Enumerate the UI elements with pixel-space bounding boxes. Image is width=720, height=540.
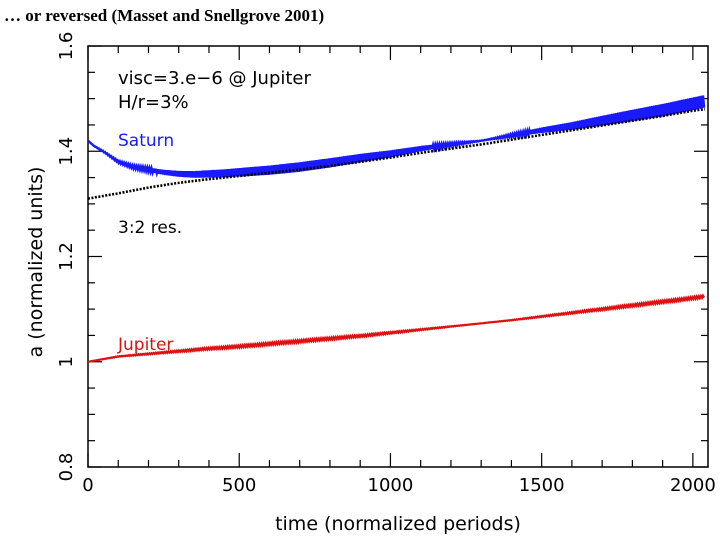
y-tick-label: 1.4: [56, 137, 77, 166]
x-tick-label: 2000: [670, 475, 716, 496]
y-tick-label: 0.8: [56, 453, 77, 482]
saturn-label: Saturn: [118, 131, 174, 151]
y-tick-label: 1: [56, 356, 77, 367]
axis-tick-labels: 0 500 1000 1500 2000 0.8 1 1.2 1.4 1.6: [56, 32, 716, 496]
x-tick-label: 0: [82, 475, 93, 496]
axis-ticks: [87, 45, 708, 468]
slide-title: … or reversed (Masset and Snellgrove 200…: [4, 6, 325, 25]
params-annotation-line1: visc=3.e−6 @ Jupiter: [118, 68, 312, 89]
series-group: [87, 95, 706, 363]
y-tick-label: 1.6: [56, 32, 77, 61]
x-tick-label: 1000: [368, 475, 414, 496]
resonance-series-line: [87, 107, 706, 200]
x-tick-label: 1500: [519, 475, 565, 496]
params-annotation-line2: H/r=3%: [118, 92, 189, 113]
y-tick-label: 1.2: [56, 242, 77, 271]
x-axis-label: time (normalized periods): [275, 513, 521, 535]
jupiter-series-line: [87, 293, 706, 363]
saturn-series-line: [87, 95, 706, 178]
resonance-label: 3:2 res.: [118, 218, 182, 238]
y-axis-label: a (normalized units): [25, 167, 47, 358]
jupiter-label: Jupiter: [117, 335, 173, 355]
x-tick-label: 500: [222, 475, 256, 496]
